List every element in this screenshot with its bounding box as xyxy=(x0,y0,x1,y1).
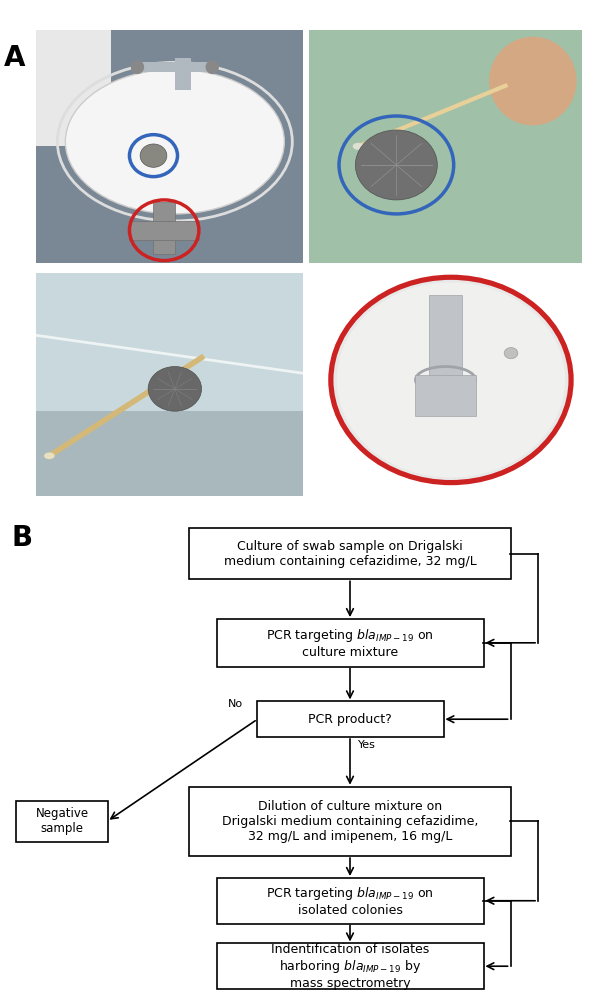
Bar xyxy=(175,58,191,90)
Text: Yes: Yes xyxy=(358,740,376,750)
FancyBboxPatch shape xyxy=(217,943,484,989)
Bar xyxy=(154,202,175,254)
Text: PCR targeting $bla_{IMP-19}$ on
isolated colonies: PCR targeting $bla_{IMP-19}$ on isolated… xyxy=(266,885,434,917)
Text: Indentification of isolates
harboring $bla_{IMP-19}$ by
mass spectrometry: Indentification of isolates harboring $b… xyxy=(271,942,429,990)
FancyBboxPatch shape xyxy=(189,528,511,579)
FancyBboxPatch shape xyxy=(217,619,484,667)
FancyBboxPatch shape xyxy=(16,801,108,842)
Circle shape xyxy=(504,347,518,359)
Text: Negative
sample: Negative sample xyxy=(35,807,89,835)
Text: Culture of swab sample on Drigalski
medium containing cefazidime, 32 mg/L: Culture of swab sample on Drigalski medi… xyxy=(224,540,476,567)
Ellipse shape xyxy=(489,37,577,125)
Ellipse shape xyxy=(353,143,364,150)
Bar xyxy=(36,30,111,146)
FancyBboxPatch shape xyxy=(257,701,443,737)
FancyBboxPatch shape xyxy=(217,878,484,924)
Text: No: No xyxy=(228,699,243,709)
FancyBboxPatch shape xyxy=(189,787,511,856)
Ellipse shape xyxy=(44,452,55,459)
Circle shape xyxy=(355,130,437,200)
Ellipse shape xyxy=(337,283,565,477)
Ellipse shape xyxy=(65,69,284,214)
Text: A: A xyxy=(4,44,26,71)
Text: PCR targeting $bla_{IMP-19}$ on
culture mixture: PCR targeting $bla_{IMP-19}$ on culture … xyxy=(266,627,434,659)
Bar xyxy=(429,296,462,380)
Text: Dilution of culture mixture on
Drigalski medium containing cefazidime,
32 mg/L a: Dilution of culture mixture on Drigalski… xyxy=(222,800,478,843)
Bar xyxy=(137,62,212,71)
Bar xyxy=(36,273,303,411)
Ellipse shape xyxy=(131,61,144,74)
Text: B: B xyxy=(12,524,33,552)
Bar xyxy=(130,221,199,240)
Ellipse shape xyxy=(331,278,571,483)
Circle shape xyxy=(140,144,167,168)
Bar xyxy=(415,375,476,416)
Ellipse shape xyxy=(206,61,219,74)
Text: PCR product?: PCR product? xyxy=(308,712,392,726)
Circle shape xyxy=(148,367,202,411)
